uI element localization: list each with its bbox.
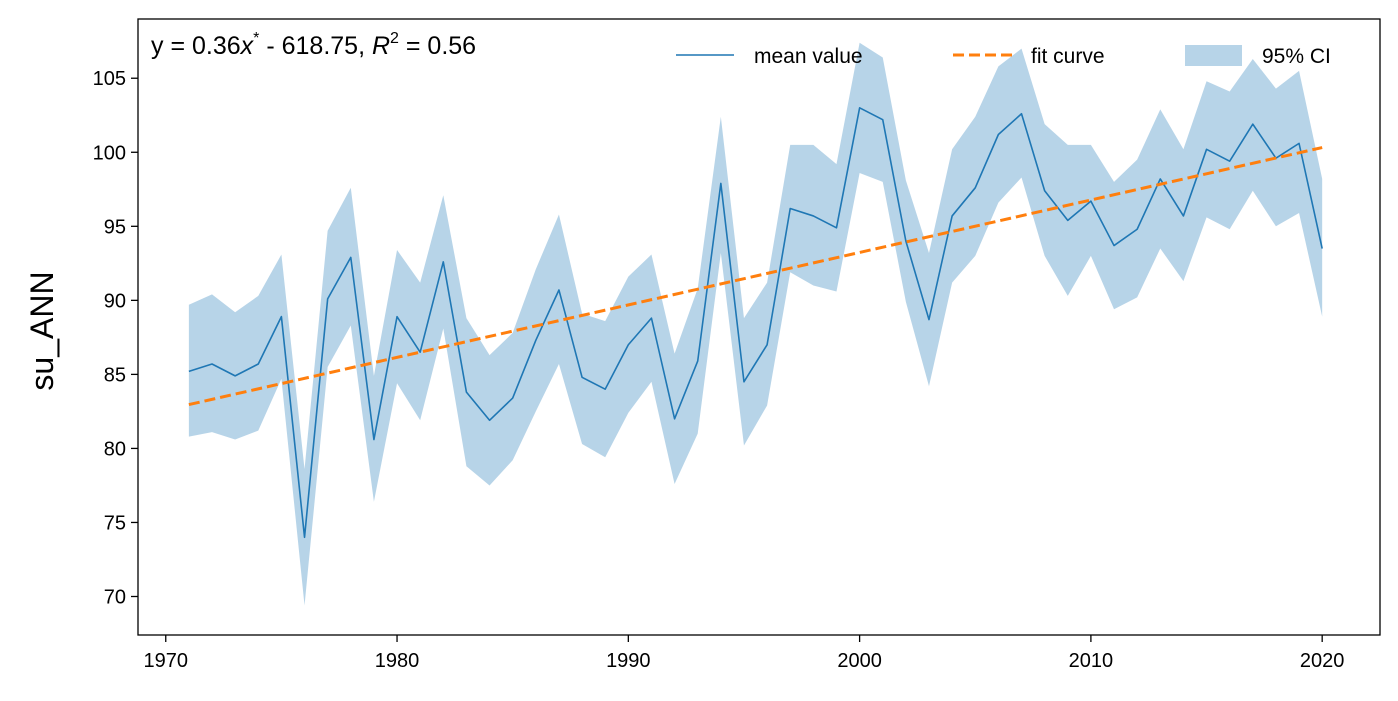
- mean-point: [1020, 112, 1023, 115]
- mean-point: [280, 315, 283, 318]
- eq-star: *: [253, 30, 259, 47]
- mean-point: [812, 214, 815, 217]
- mean-point: [789, 207, 792, 210]
- eq-middle: - 618.75,: [259, 32, 372, 60]
- mean-point: [187, 370, 190, 373]
- eq-suffix: = 0.56: [399, 32, 476, 60]
- y-tick-label: 75: [104, 512, 126, 534]
- mean-point: [1228, 160, 1231, 163]
- legend-ci-label: 95% CI: [1262, 45, 1331, 68]
- mean-point: [1043, 189, 1046, 192]
- y-axis-label: su_ANN: [24, 271, 60, 390]
- x-tick-label: 2000: [837, 650, 882, 672]
- ci-band: [188, 42, 1323, 606]
- mean-point: [1159, 177, 1162, 180]
- mean-point: [1182, 214, 1185, 217]
- mean-point: [719, 182, 722, 185]
- y-tick-label: 105: [93, 68, 126, 90]
- mean-point: [835, 226, 838, 229]
- legend-mean-label: mean value: [754, 45, 863, 68]
- mean-point: [1066, 219, 1069, 222]
- mean-point: [326, 297, 329, 300]
- mean-point: [673, 417, 676, 420]
- mean-point: [210, 362, 213, 365]
- x-tick-label: 2020: [1300, 650, 1345, 672]
- y-tick-label: 100: [93, 142, 126, 164]
- x-tick-label: 1980: [375, 650, 420, 672]
- mean-point: [1251, 123, 1254, 126]
- mean-point: [234, 374, 237, 377]
- mean-point: [442, 260, 445, 263]
- mean-point: [604, 388, 607, 391]
- mean-point: [997, 133, 1000, 136]
- x-tick-label: 1970: [144, 650, 189, 672]
- x-tick-label: 1990: [606, 650, 651, 672]
- mean-point: [303, 536, 306, 539]
- mean-point: [580, 376, 583, 379]
- mean-value-line: [188, 107, 1323, 539]
- x-tick-label: 2010: [1069, 650, 1114, 672]
- mean-point: [488, 419, 491, 422]
- mean-point: [419, 351, 422, 354]
- mean-point: [951, 214, 954, 217]
- axes-frame: [137, 18, 1381, 636]
- mean-point: [927, 318, 930, 321]
- eq-r: R: [372, 32, 390, 60]
- mean-point: [974, 186, 977, 189]
- mean-point: [696, 359, 699, 362]
- fit-curve-line: [188, 146, 1323, 407]
- y-tick-label: 80: [104, 438, 126, 460]
- eq-var: x: [240, 32, 255, 60]
- mean-point: [1321, 247, 1324, 250]
- mean-point: [1205, 148, 1208, 151]
- mean-point: [257, 362, 260, 365]
- mean-point: [395, 315, 398, 318]
- y-tick-label: 70: [104, 587, 126, 609]
- legend-ci-swatch: [1185, 45, 1242, 66]
- mean-point: [765, 343, 768, 346]
- mean-point: [349, 256, 352, 259]
- mean-point: [627, 343, 630, 346]
- fit-equation-annotation: y = 0.36x* - 618.75, R2 = 0.56: [151, 30, 476, 60]
- mean-point: [650, 317, 653, 320]
- mean-point: [372, 438, 375, 441]
- mean-point: [858, 106, 861, 109]
- mean-point: [557, 288, 560, 291]
- plot-area: [187, 42, 1324, 606]
- mean-point: [742, 380, 745, 383]
- mean-point: [1112, 244, 1115, 247]
- mean-point: [465, 391, 468, 394]
- legend-fit-label: fit curve: [1031, 45, 1105, 68]
- y-tick-label: 85: [104, 364, 126, 386]
- y-tick-label: 90: [104, 290, 126, 312]
- mean-point: [534, 339, 537, 342]
- mean-point: [1297, 142, 1300, 145]
- mean-point: [511, 396, 514, 399]
- mean-point: [881, 118, 884, 121]
- axes: 1970 1980 1990 2000 2010 2020 70 75 80 85 90 95 100 1…: [93, 18, 1381, 672]
- legend: mean value fit curve 95% CI: [676, 45, 1331, 68]
- y-tick-label: 95: [104, 216, 126, 238]
- mean-point: [1136, 228, 1139, 231]
- eq-prefix: y = 0.36: [151, 32, 241, 60]
- eq-r-exp: 2: [390, 30, 399, 47]
- mean-point: [1089, 200, 1092, 203]
